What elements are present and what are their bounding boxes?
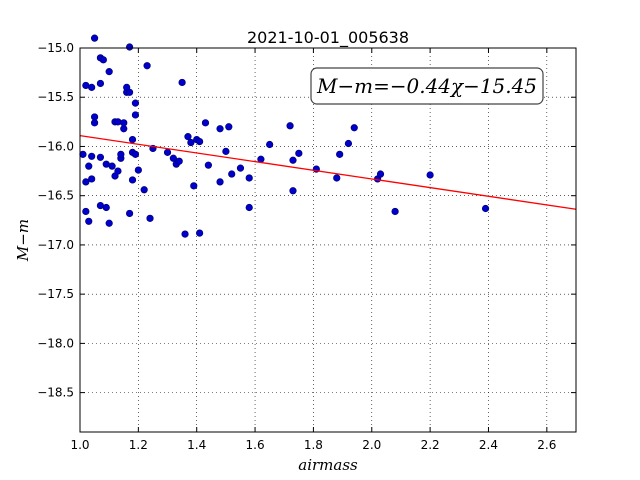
x-tick-label: 1.2 (129, 438, 148, 452)
data-point (131, 99, 140, 107)
data-point (228, 170, 236, 178)
chart-title: 2021-10-01_005638 (247, 28, 409, 48)
data-point (140, 186, 148, 194)
x-tick-label: 2.0 (362, 438, 381, 452)
data-points (79, 34, 490, 238)
x-tick-label: 2.6 (537, 438, 556, 452)
data-point (96, 153, 105, 161)
data-point (201, 119, 210, 127)
data-point (128, 176, 137, 184)
y-tick-label: −15.0 (37, 41, 74, 55)
data-point (266, 140, 274, 149)
data-point (204, 161, 212, 169)
data-point (79, 150, 87, 158)
data-point (105, 219, 113, 227)
data-point (190, 182, 198, 190)
data-point (90, 34, 99, 42)
data-point (120, 119, 128, 127)
data-point (90, 119, 99, 127)
data-point (108, 162, 116, 170)
data-point (225, 123, 233, 131)
data-point (344, 139, 353, 148)
data-point (82, 178, 90, 186)
data-point (117, 150, 125, 158)
data-point (222, 147, 230, 155)
data-point (99, 56, 107, 64)
data-point (85, 217, 93, 225)
y-axis: −15.0 −15.5 −16.0 −16.5 −17.0 −17.5 −18.0 −18.5 (37, 41, 576, 400)
data-point (88, 152, 96, 160)
data-point (336, 150, 344, 158)
data-point (102, 203, 110, 212)
x-tick-label: 1.0 (70, 438, 89, 452)
data-point (350, 124, 358, 132)
data-point (289, 187, 297, 195)
data-point (131, 111, 140, 119)
data-point (146, 214, 154, 222)
x-tick-label: 1.6 (246, 438, 265, 452)
y-tick-label: −15.5 (37, 90, 74, 104)
y-tick-label: −18.0 (37, 336, 74, 350)
data-point (114, 118, 122, 126)
data-point (175, 157, 183, 165)
y-tick-label: −16.0 (37, 139, 74, 153)
data-point (88, 175, 96, 183)
data-point (236, 164, 245, 172)
data-point (391, 207, 399, 216)
data-point (289, 156, 297, 164)
data-point (85, 162, 93, 170)
data-point (196, 229, 204, 237)
y-tick-label: −17.0 (37, 238, 74, 252)
data-point (131, 150, 140, 158)
x-tick-label: 2.2 (421, 438, 440, 452)
data-point (481, 204, 490, 213)
data-point (196, 137, 204, 146)
data-point (245, 203, 253, 212)
fit-line (79, 134, 577, 210)
data-point (216, 178, 224, 186)
x-tick-label: 1.4 (187, 438, 206, 452)
data-point (88, 83, 96, 91)
data-point (245, 174, 253, 182)
y-tick-label: −16.5 (37, 189, 74, 203)
data-point (143, 62, 151, 70)
data-point (126, 88, 134, 96)
data-point (426, 171, 434, 179)
data-point (295, 149, 303, 157)
data-point (184, 133, 192, 141)
data-point (114, 167, 122, 175)
data-point (126, 43, 134, 51)
plot-frame (79, 47, 577, 433)
data-point (216, 125, 224, 133)
y-tick-label: −18.5 (37, 386, 74, 400)
data-point (134, 166, 142, 174)
data-point (169, 154, 177, 162)
plot-area (80, 48, 576, 432)
y-axis-label: M−m (14, 219, 32, 262)
data-point (178, 78, 186, 87)
data-point (286, 122, 294, 130)
data-point (126, 209, 134, 218)
data-point (105, 68, 113, 76)
y-tick-label: −17.5 (37, 287, 74, 301)
x-axis-label: airmass (298, 456, 358, 474)
data-point (96, 79, 105, 88)
x-tick-label: 2.4 (479, 438, 498, 452)
data-point (187, 138, 195, 147)
data-point (376, 170, 385, 178)
x-tick-label: 1.8 (304, 438, 323, 452)
equation-box (310, 67, 544, 105)
equation-text: M−m=−0.44χ−15.45 (316, 74, 537, 98)
data-point (333, 174, 341, 182)
data-point (128, 135, 137, 144)
data-point (82, 207, 90, 216)
data-point (163, 148, 172, 156)
equation-annotation: M−m=−0.44χ−15.45 (310, 67, 544, 105)
data-point (181, 230, 189, 238)
